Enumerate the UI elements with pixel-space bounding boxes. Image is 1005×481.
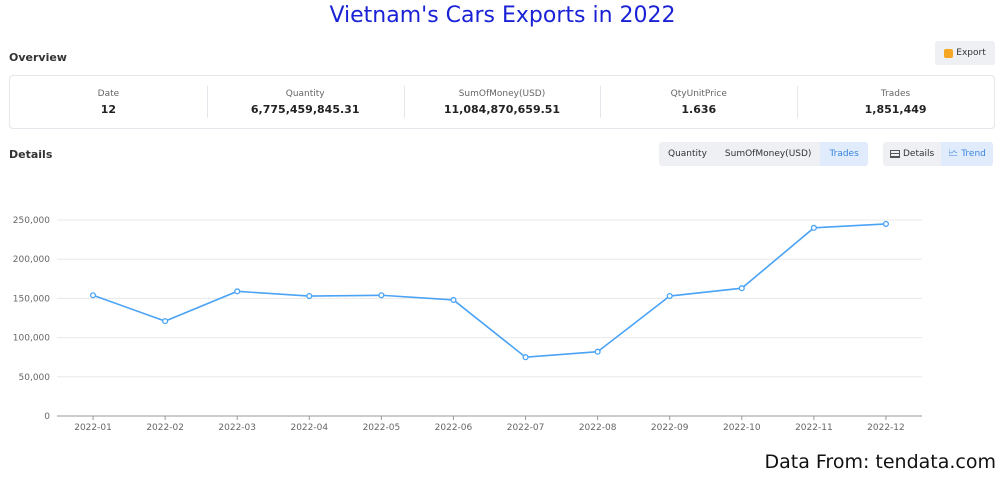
tab-trend-label: Trend: [961, 149, 986, 159]
x-tick-label: 2022-05: [363, 423, 401, 433]
y-tick-label: 100,000: [13, 334, 50, 344]
summary-value: 1.636: [681, 102, 717, 116]
summary-value: 12: [100, 102, 117, 116]
table-icon: [890, 150, 900, 158]
series-line: [92, 223, 887, 359]
x-tick-label: 2022-09: [651, 423, 689, 433]
data-point: [89, 292, 97, 299]
y-tick-label: 250,000: [13, 216, 50, 226]
summary-value: 11,084,870,659.51: [443, 102, 561, 116]
x-tick-label: 2022-04: [290, 423, 328, 433]
export-button[interactable]: Export: [935, 41, 995, 65]
data-point: [738, 285, 745, 292]
data-point: [810, 224, 817, 231]
tab-details[interactable]: Details: [883, 142, 941, 166]
metric-tabs: Quantity SumOfMoney(USD) Trades: [659, 142, 868, 166]
overview-heading: Overview: [9, 51, 67, 64]
summary-quantity: Quantity 6,775,459,845.31: [206, 76, 404, 128]
tab-sum-of-money[interactable]: SumOfMoney(USD): [724, 149, 812, 159]
summary-trades: Trades 1,851,449: [797, 76, 994, 128]
trades-trend-chart: 0 50,000 100,000 150,000 200,000 250,000 2022-…: [13, 216, 922, 433]
y-tick-label: 150,000: [13, 294, 50, 304]
data-point: [450, 296, 457, 304]
data-point: [882, 220, 890, 227]
summary-label: Trades: [880, 88, 911, 99]
summary-label: QtyUnitPrice: [670, 88, 727, 99]
x-tick-label: 2022-01: [74, 423, 112, 433]
x-tick-label: 2022-12: [867, 423, 905, 433]
x-tick-label: 2022-02: [146, 423, 184, 433]
summary-value: 1,851,449: [864, 102, 927, 116]
overview-summary: Date 12 Quantity 6,775,459,845.31 SumOfM…: [9, 75, 995, 129]
summary-sum-of-money: SumOfMoney(USD) 11,084,870,659.51: [403, 76, 601, 128]
view-tabs: Details 🗠 Trend: [883, 142, 993, 166]
y-tick-label: 0: [44, 412, 50, 422]
data-point: [234, 288, 241, 295]
data-point: [666, 292, 673, 300]
tab-trend[interactable]: 🗠 Trend: [941, 142, 993, 166]
summary-label: SumOfMoney(USD): [458, 88, 546, 99]
trend-line-icon: 🗠: [948, 147, 959, 159]
summary-label: Date: [97, 88, 120, 99]
tab-trades[interactable]: Trades: [820, 142, 868, 166]
data-point: [162, 318, 169, 325]
source-note: Data From: tendata.com: [764, 451, 996, 473]
export-icon: [944, 48, 954, 58]
summary-value: 6,775,459,845.31: [250, 102, 360, 116]
page-title: Vietnam's Cars Exports in 2022: [329, 3, 676, 28]
data-point: [522, 354, 529, 361]
tab-details-label: Details: [903, 149, 935, 159]
export-label: Export: [956, 48, 986, 58]
summary-date: Date 12: [10, 76, 207, 128]
x-tick-label: 2022-11: [795, 423, 833, 433]
x-tick-label: 2022-10: [723, 423, 761, 433]
summary-label: Quantity: [285, 88, 325, 99]
data-point: [306, 292, 313, 300]
data-point: [378, 292, 385, 299]
summary-qty-unit-price: QtyUnitPrice 1.636: [600, 76, 797, 128]
details-heading: Details: [9, 148, 53, 161]
x-tick-label: 2022-08: [579, 423, 617, 433]
x-tick-label: 2022-07: [507, 423, 545, 433]
y-tick-label: 50,000: [19, 373, 51, 383]
tab-quantity[interactable]: Quantity: [668, 149, 707, 159]
data-point: [594, 348, 601, 355]
x-tick-label: 2022-03: [218, 423, 256, 433]
x-tick-label: 2022-06: [435, 423, 473, 433]
y-tick-label: 200,000: [13, 255, 50, 265]
